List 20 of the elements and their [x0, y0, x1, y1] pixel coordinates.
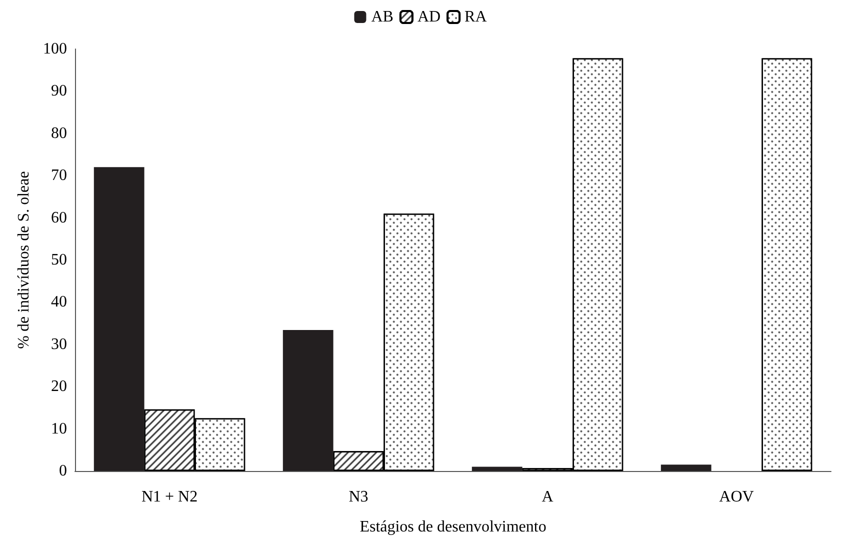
x-tick-label: AOV [719, 488, 754, 506]
x-tick-label: A [542, 488, 554, 506]
legend-label: AB [371, 8, 394, 26]
legend-label: RA [464, 8, 488, 26]
x-tick-label: N1 + N2 [141, 488, 198, 506]
legend-label: AD [417, 8, 441, 26]
y-tick-label: 90 [51, 82, 67, 100]
y-tick-label: 80 [51, 124, 67, 142]
y-axis-title: % de indivíduos de S. oleae [16, 171, 33, 349]
y-tick-label: 60 [51, 209, 67, 226]
y-tick-label: 10 [51, 420, 67, 438]
y-tick-label: 100 [43, 40, 67, 58]
y-tick-label: 40 [51, 294, 67, 311]
y-tick-label: 70 [51, 167, 67, 184]
y-tick-label: 0 [59, 462, 67, 480]
x-tick-label: N3 [348, 488, 368, 506]
y-tick-label: 20 [51, 378, 67, 396]
y-tick-label: 50 [51, 252, 67, 268]
y-tick-label: 30 [51, 336, 67, 353]
x-axis-title: Estágios de desenvolvimento [360, 518, 546, 536]
